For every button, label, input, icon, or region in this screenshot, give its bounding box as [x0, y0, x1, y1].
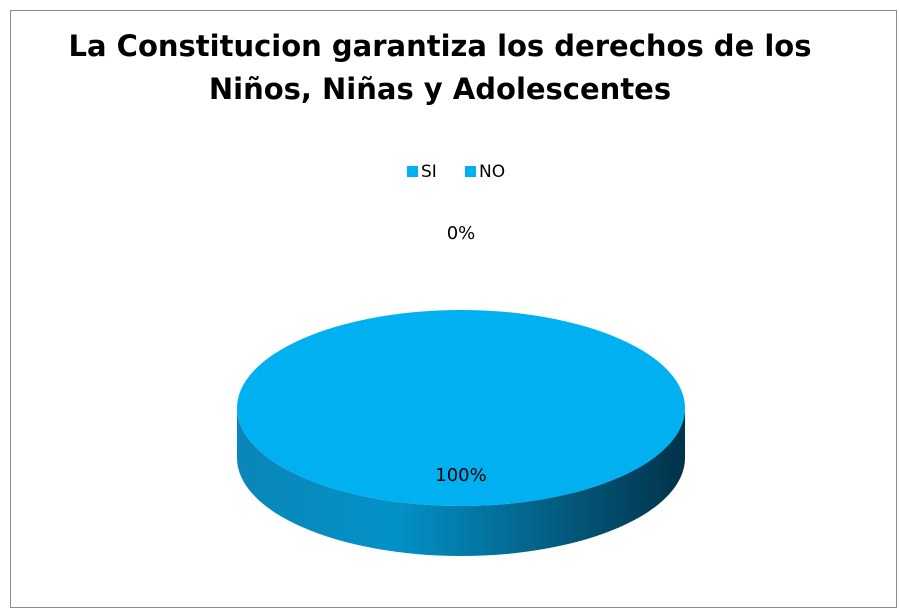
chart-title: Niños, Niñas y Adolescentes: [209, 72, 671, 106]
legend-swatch: [407, 166, 418, 177]
legend-swatch: [465, 166, 476, 177]
pie-slice: [237, 310, 685, 506]
data-label: 100%: [435, 465, 486, 486]
chart-title: La Constitucion garantiza los derechos d…: [69, 29, 812, 63]
data-label: 0%: [447, 223, 476, 244]
legend-label: SI: [421, 162, 437, 182]
legend-label: NO: [479, 162, 505, 182]
pie-side: [237, 408, 685, 556]
